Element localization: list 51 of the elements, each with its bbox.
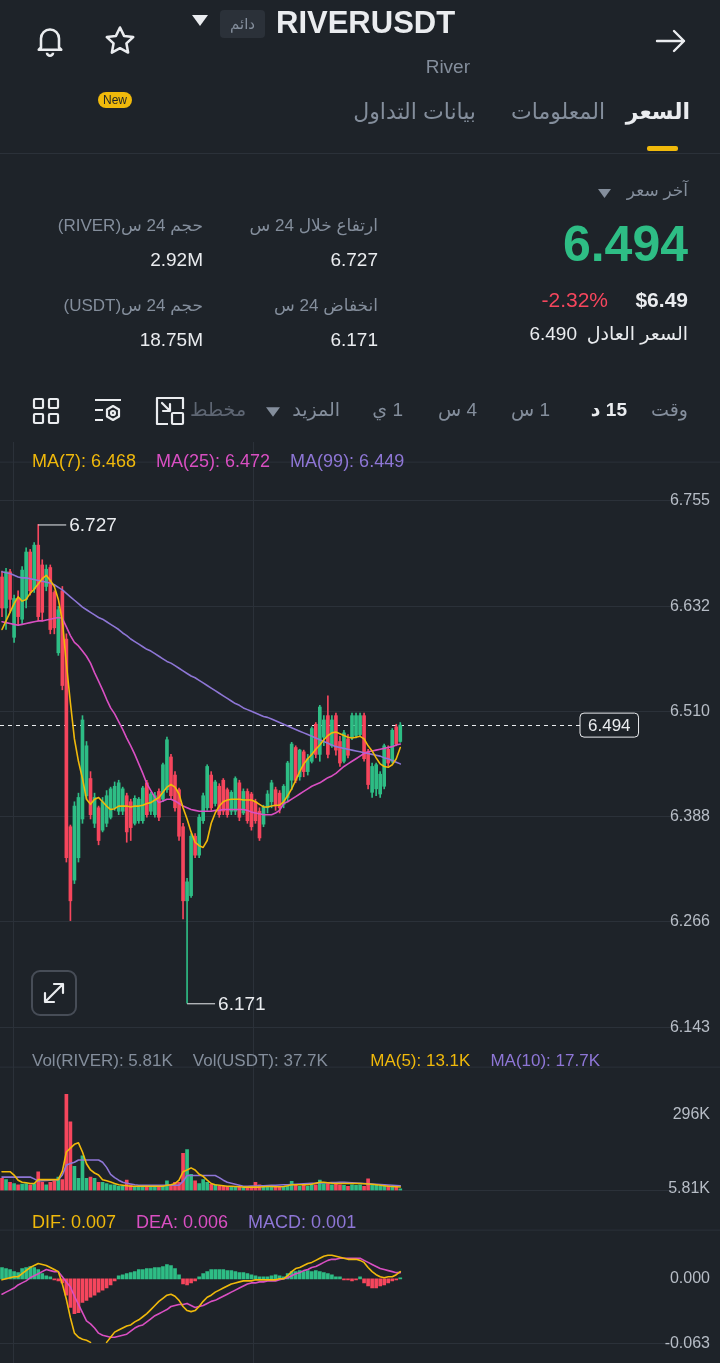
- text: MA(5): 13.1K: [370, 1051, 471, 1072]
- text: حجم 24 س(USDT): [63, 296, 203, 317]
- annotation: 6.727: [69, 513, 117, 535]
- text: 6.490: [529, 323, 577, 346]
- text: MA(25): 6.472: [156, 451, 271, 473]
- text: مخطط: [190, 399, 247, 422]
- text: 1 ي: [372, 399, 403, 422]
- text: MA(7): 6.468: [32, 451, 137, 473]
- y-tick-label: 296K: [672, 1105, 711, 1123]
- text: New: [98, 92, 133, 109]
- text: 6.727: [330, 249, 378, 272]
- y-tick-label: 6.143: [669, 1017, 711, 1035]
- text: MA(99): 6.449: [290, 451, 405, 473]
- text: بيانات التداول: [353, 99, 476, 126]
- text: آخر سعر: [626, 181, 688, 202]
- text: دائم: [220, 10, 265, 38]
- text: -2.32%: [541, 287, 608, 313]
- y-tick-label: 6.510: [669, 701, 711, 719]
- text: $6.49: [635, 287, 688, 313]
- annotation: Vol(USDT): 37.7K: [192, 1051, 328, 1072]
- y-tick-label: 6.632: [669, 596, 711, 614]
- text: MA(10): 17.7K: [490, 1051, 600, 1072]
- text: 4 س: [437, 399, 477, 422]
- annotation: Vol(RIVER): 5.81K: [32, 1051, 173, 1072]
- text: RIVERUSDT: [276, 4, 456, 42]
- text: ارتفاع خلال 24 س: [249, 216, 378, 237]
- text: وقت: [651, 399, 688, 422]
- text: 2.92M: [150, 249, 203, 272]
- text: 15 د: [590, 399, 627, 422]
- text: River: [425, 56, 470, 79]
- text: DEA: 0.006: [136, 1212, 229, 1234]
- text: انخفاض 24 س: [274, 296, 378, 317]
- text: المعلومات: [511, 99, 605, 126]
- y-tick-label: 6.755: [669, 490, 711, 508]
- y-tick-label: 5.81K: [668, 1179, 711, 1197]
- text: 1 س: [510, 399, 550, 422]
- text: 6.494: [562, 215, 688, 274]
- y-tick-label: 6.266: [669, 911, 711, 929]
- text: المزيد: [292, 399, 340, 422]
- y-tick-label: -0.063: [664, 1333, 711, 1351]
- text: السعر العادل: [586, 323, 688, 346]
- y-tick-label: 6.388: [669, 806, 711, 824]
- text: حجم 24 س(RIVER): [57, 216, 203, 237]
- text: السعر: [625, 99, 690, 126]
- annotation: 6.171: [218, 992, 266, 1014]
- annotation: MACD: 0.001: [248, 1212, 357, 1234]
- text: 6.171: [330, 329, 378, 352]
- series-label: DIF: 0.007: [32, 1212, 117, 1234]
- y-tick-label: 0.000: [669, 1269, 711, 1287]
- text: 18.75M: [139, 329, 203, 352]
- text: 6.494: [588, 715, 631, 735]
